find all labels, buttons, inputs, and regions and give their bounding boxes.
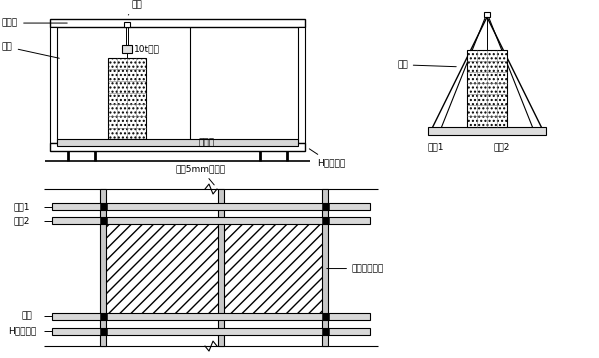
Bar <box>106 224 217 313</box>
Bar <box>99 328 107 335</box>
Text: H型钢轨道: H型钢轨道 <box>8 326 37 336</box>
Bar <box>100 189 106 346</box>
Text: 纵梁2: 纵梁2 <box>493 143 509 152</box>
Bar <box>322 189 328 346</box>
Text: 横梁: 横梁 <box>22 312 33 321</box>
Text: 斜撑: 斜撑 <box>2 42 59 58</box>
Bar <box>99 313 107 320</box>
Bar <box>223 224 322 313</box>
Bar <box>484 12 490 17</box>
Text: 下横梁: 下横梁 <box>198 139 214 148</box>
Text: 纵梁1: 纵梁1 <box>14 202 31 212</box>
Bar <box>122 45 132 53</box>
Bar <box>99 217 107 224</box>
Bar <box>52 203 370 211</box>
Bar <box>107 58 146 139</box>
Bar <box>52 217 370 224</box>
Bar <box>50 19 305 27</box>
Bar <box>322 313 328 320</box>
Bar <box>50 27 57 143</box>
Bar <box>322 328 328 335</box>
Bar <box>428 127 546 135</box>
Text: 吊耳: 吊耳 <box>128 1 142 15</box>
Bar <box>123 22 129 27</box>
Text: 斜撑: 斜撑 <box>397 60 456 69</box>
Text: 铺设5mm钢板网: 铺设5mm钢板网 <box>176 165 226 185</box>
Bar <box>50 143 305 151</box>
Bar <box>52 328 370 335</box>
Text: 上横梁: 上横梁 <box>2 19 67 28</box>
Text: 10t葫芦: 10t葫芦 <box>134 44 159 53</box>
Bar <box>52 313 370 320</box>
Bar <box>322 217 328 224</box>
Text: 纵梁1: 纵梁1 <box>428 143 444 152</box>
Bar <box>298 27 305 143</box>
Bar <box>217 189 223 346</box>
Text: H型钢轨道: H型钢轨道 <box>309 149 345 168</box>
Bar <box>467 50 507 127</box>
Text: 纵梁2: 纵梁2 <box>14 216 31 225</box>
Bar <box>57 139 298 146</box>
Text: 聚四氟乙烯板: 聚四氟乙烯板 <box>327 264 384 273</box>
Bar <box>322 203 328 211</box>
Bar <box>99 203 107 211</box>
